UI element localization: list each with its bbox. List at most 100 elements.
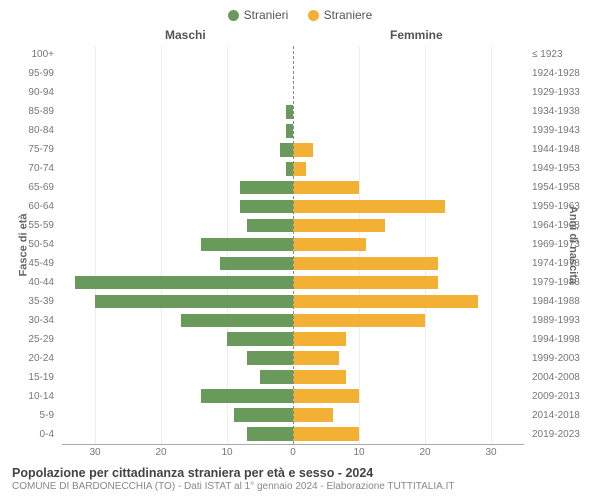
legend-label-male: Stranieri (244, 8, 289, 22)
bar-female (293, 370, 346, 384)
y-left-tick: 15-19 (10, 368, 58, 387)
y-left-tick: 100+ (10, 46, 58, 65)
bar-female (293, 219, 385, 233)
bar-row-female (293, 83, 524, 102)
y-right-tick: 1994-1998 (528, 330, 590, 349)
x-axis: 3020100102030 (62, 444, 524, 462)
y-right-tick: 1999-2003 (528, 349, 590, 368)
bar-row-male (62, 387, 293, 406)
bar-row-male (62, 159, 293, 178)
y-left-tick: 75-79 (10, 140, 58, 159)
bar-row-male (62, 64, 293, 83)
y-right-tick: 1924-1928 (528, 64, 590, 83)
y-right-tick: 1944-1948 (528, 140, 590, 159)
bar-female (293, 257, 438, 271)
bar-row-female (293, 273, 524, 292)
bar-male (247, 427, 293, 441)
column-title-female: Femmine (390, 28, 443, 42)
bar-row-female (293, 406, 524, 425)
y-right-tick: ≤ 1923 (528, 46, 590, 65)
y-left-tick: 85-89 (10, 102, 58, 121)
x-tick: 20 (419, 447, 430, 458)
y-right-tick: 1959-1963 (528, 197, 590, 216)
bar-male (201, 389, 293, 403)
bar-row-female (293, 292, 524, 311)
bar-row-female (293, 216, 524, 235)
bar-male (286, 124, 293, 138)
plot-area: Fasce di età Anni di nascita 100+95-9990… (10, 46, 590, 444)
bar-row-male (62, 197, 293, 216)
bar-row-male (62, 216, 293, 235)
bar-male (234, 408, 293, 422)
bar-row-female (293, 64, 524, 83)
y-right-tick: 1964-1968 (528, 216, 590, 235)
bar-row-female (293, 102, 524, 121)
legend-item-male: Stranieri (228, 8, 289, 22)
bar-female (293, 314, 425, 328)
y-left-tick: 65-69 (10, 178, 58, 197)
x-tick: 30 (485, 447, 496, 458)
bar-row-male (62, 178, 293, 197)
bar-row-male (62, 292, 293, 311)
bar-female (293, 181, 359, 195)
y-right-tick: 1979-1983 (528, 273, 590, 292)
bar-female (293, 295, 478, 309)
y-right-tick: 1939-1943 (528, 121, 590, 140)
bar-row-female (293, 387, 524, 406)
bars-female (293, 46, 524, 444)
bar-row-male (62, 349, 293, 368)
legend-label-female: Straniere (324, 8, 373, 22)
bar-row-female (293, 235, 524, 254)
y-left-tick: 25-29 (10, 330, 58, 349)
bar-row-female (293, 121, 524, 140)
bar-male (240, 200, 293, 214)
y-axis-right: ≤ 19231924-19281929-19331934-19381939-19… (528, 46, 590, 444)
y-left-tick: 45-49 (10, 254, 58, 273)
bar-female (293, 427, 359, 441)
bar-row-male (62, 254, 293, 273)
x-tick: 10 (353, 447, 364, 458)
y-left-tick: 20-24 (10, 349, 58, 368)
bar-male (247, 351, 293, 365)
bar-row-female (293, 254, 524, 273)
y-right-tick: 1974-1978 (528, 254, 590, 273)
bar-female (293, 351, 339, 365)
x-tick: 0 (290, 447, 296, 458)
bar-row-female (293, 178, 524, 197)
x-tick: 10 (221, 447, 232, 458)
bar-row-male (62, 311, 293, 330)
bars-male (62, 46, 293, 444)
legend-swatch-female (308, 10, 319, 21)
bar-female (293, 162, 306, 176)
y-right-tick: 2014-2018 (528, 406, 590, 425)
bar-row-male (62, 406, 293, 425)
y-left-tick: 0-4 (10, 425, 58, 444)
bar-row-male (62, 330, 293, 349)
bar-female (293, 276, 438, 290)
y-left-tick: 35-39 (10, 292, 58, 311)
y-left-tick: 30-34 (10, 311, 58, 330)
bar-female (293, 389, 359, 403)
bar-male (75, 276, 293, 290)
y-left-tick: 80-84 (10, 121, 58, 140)
x-tick: 30 (89, 447, 100, 458)
bar-female (293, 200, 445, 214)
chart-title: Popolazione per cittadinanza straniera p… (12, 466, 588, 480)
legend-swatch-male (228, 10, 239, 21)
bar-row-male (62, 235, 293, 254)
bar-row-female (293, 349, 524, 368)
y-right-tick: 1954-1958 (528, 178, 590, 197)
y-axis-left: 100+95-9990-9485-8980-8475-7970-7465-696… (10, 46, 58, 444)
chart-footer: Popolazione per cittadinanza straniera p… (10, 462, 590, 492)
column-titles: Maschi Femmine (10, 28, 590, 44)
bar-row-male (62, 102, 293, 121)
y-right-tick: 2004-2008 (528, 368, 590, 387)
y-right-tick: 1984-1988 (528, 292, 590, 311)
grid-line (425, 46, 426, 444)
grid-line (491, 46, 492, 444)
y-left-tick: 10-14 (10, 387, 58, 406)
bar-male (201, 238, 293, 252)
bar-row-female (293, 368, 524, 387)
legend-item-female: Straniere (308, 8, 373, 22)
grid-line (95, 46, 96, 444)
